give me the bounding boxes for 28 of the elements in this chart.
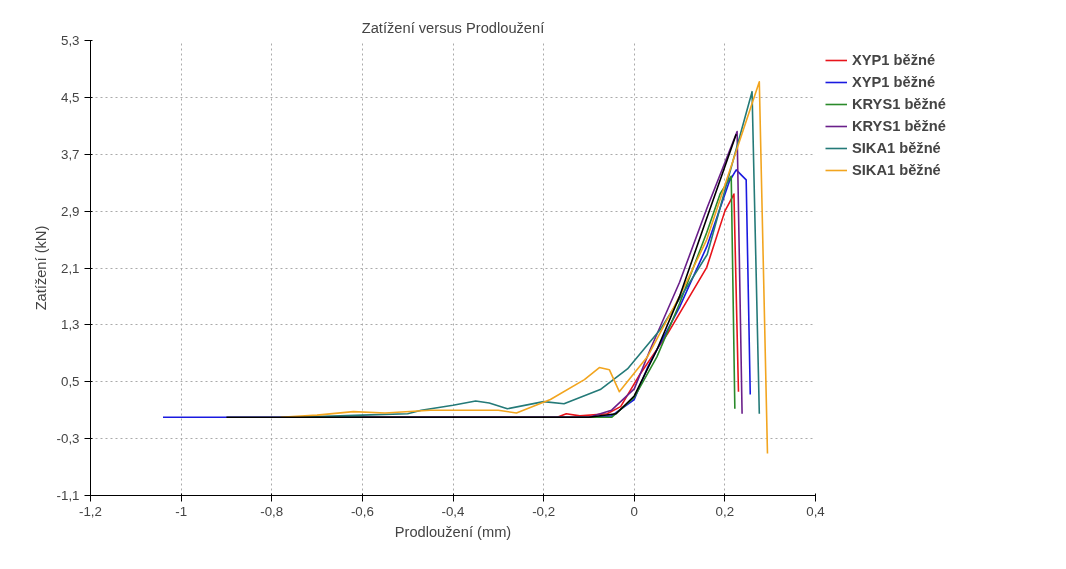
- y-tick-label: 0,5: [60, 374, 80, 390]
- line-series: [225, 133, 737, 419]
- x-tick-label: -0,2: [532, 503, 556, 519]
- x-tick-label: -1: [175, 503, 188, 519]
- chart-title: Zatížení versus Prodloužení: [361, 19, 545, 36]
- x-tick-label: -1,2: [79, 503, 102, 519]
- legend-label: XYP1 běžné: [852, 74, 936, 90]
- y-tick-label: 4,5: [60, 89, 80, 105]
- legend-label: XYP1 běžné: [852, 52, 936, 68]
- y-tick-label: -1,1: [56, 488, 80, 503]
- legend-label: KRYS1 běžné: [852, 96, 946, 112]
- y-tick-label: 2,9: [60, 203, 80, 219]
- y-tick-label: 2,1: [60, 260, 80, 276]
- x-tick-label: -0,4: [441, 503, 466, 519]
- x-tick-label: 0,2: [715, 503, 735, 519]
- x-tick-label: 0: [630, 503, 638, 519]
- x-axis-title: Prodloužení (mm): [394, 523, 512, 540]
- y-axis-title: Zatížení (kN): [32, 225, 49, 311]
- legend-label: SIKA1 běžné: [852, 162, 941, 178]
- x-tick-label: -0,6: [350, 503, 374, 519]
- y-tick-label: 3,7: [60, 146, 80, 162]
- legend-label: KRYS1 běžné: [852, 118, 946, 134]
- y-tick-label: -0,3: [56, 431, 80, 447]
- y-tick-label: 5,3: [60, 33, 80, 48]
- y-tick-label: 1,3: [60, 317, 80, 333]
- x-tick-label: 0,4: [806, 503, 826, 519]
- legend-label: SIKA1 běžné: [852, 140, 941, 156]
- x-tick-label: -0,8: [260, 503, 284, 519]
